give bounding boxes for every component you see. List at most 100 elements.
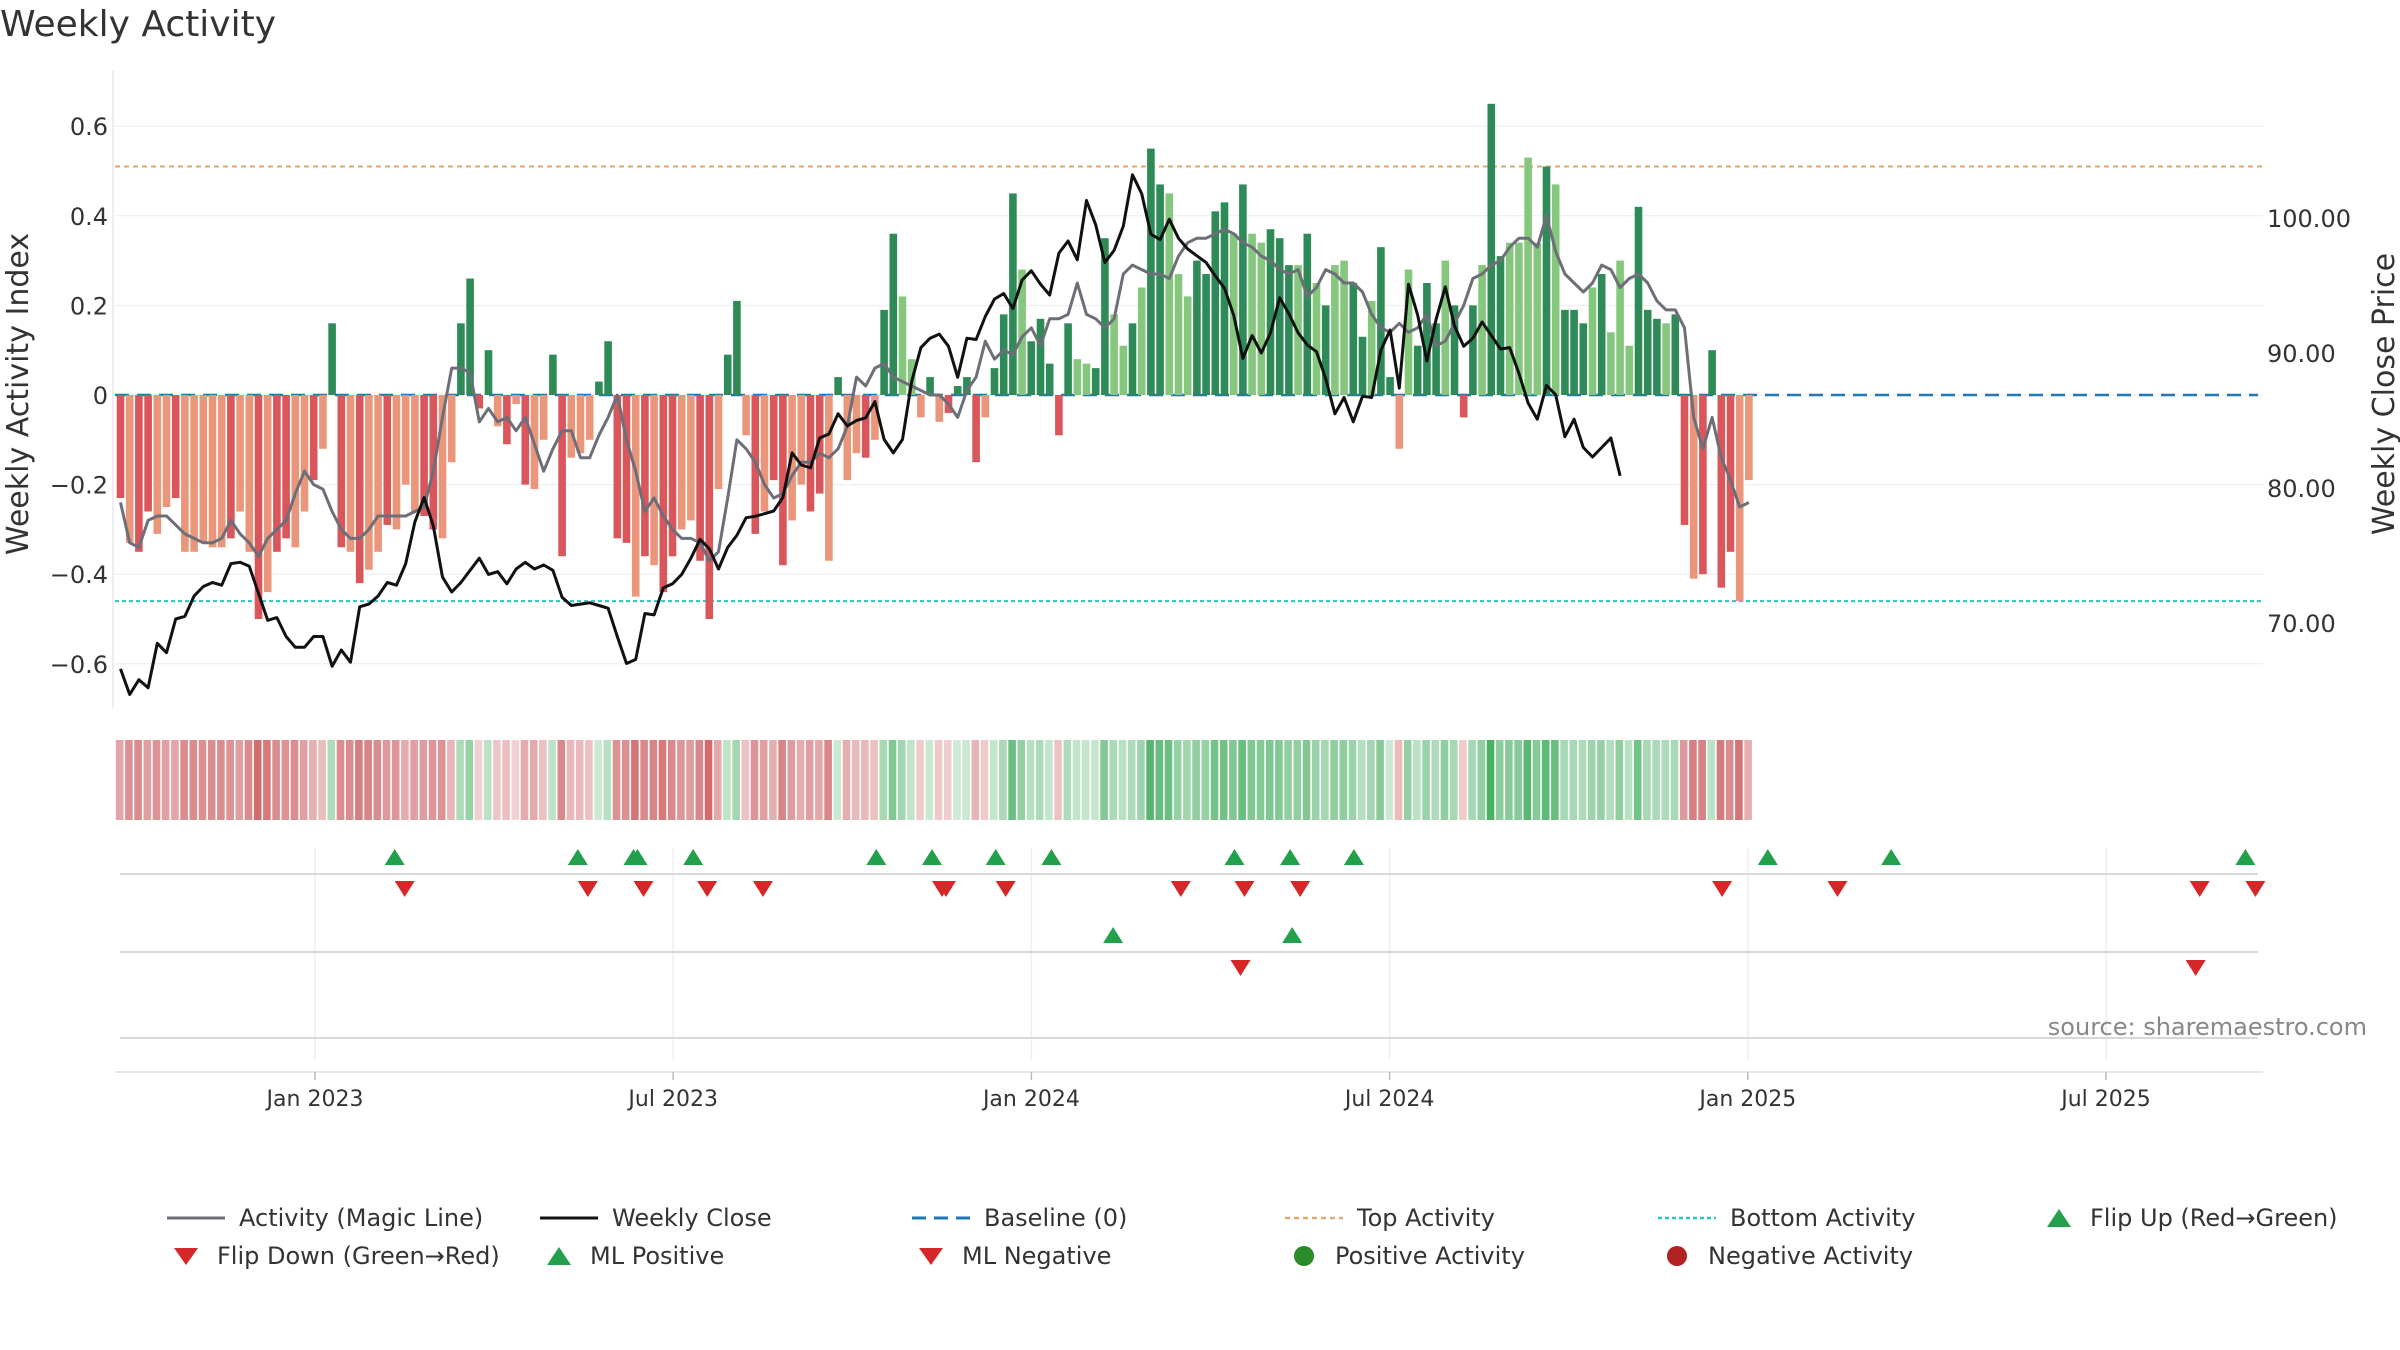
activity-bar [1561, 309, 1569, 395]
activity-bar [834, 377, 842, 395]
legend-baseline: Baseline (0) [912, 1204, 1127, 1232]
heat-cell [493, 740, 501, 820]
activity-bar [539, 395, 548, 440]
activity-bar [521, 395, 530, 485]
heat-cell [1127, 740, 1136, 820]
flip-up-marker [1757, 849, 1778, 865]
activity-bar [1726, 395, 1735, 552]
activity-bar [337, 395, 346, 548]
heat-cell [1624, 740, 1633, 820]
heat-cell [971, 740, 980, 820]
activity-bar [355, 395, 364, 584]
activity-bar [1432, 323, 1440, 395]
activity-bar [1643, 309, 1652, 395]
activity-bar [135, 395, 143, 552]
y-tick-label: 0.6 [70, 113, 108, 141]
heat-cell [1321, 740, 1329, 820]
ml-negative-swatch [919, 1248, 943, 1265]
activity-bar [1450, 305, 1459, 395]
heat-cell [548, 740, 556, 820]
y-tick-label: −0.4 [50, 561, 108, 589]
heat-cell [732, 740, 740, 820]
activity-bar [1156, 184, 1164, 395]
activity-bar [1101, 238, 1109, 395]
activity-bar [309, 395, 318, 481]
activity-bar [963, 377, 971, 395]
activity-bar [843, 395, 852, 481]
heat-cell [575, 740, 584, 820]
heat-cell [603, 740, 612, 820]
activity-bar [1671, 314, 1680, 395]
heat-cell [1716, 740, 1725, 820]
activity-bar [1469, 305, 1477, 395]
flip-down-marker [633, 881, 654, 897]
heat-cell [474, 740, 483, 820]
activity-bar [1036, 318, 1045, 395]
heat-cell [364, 740, 372, 820]
activity-bar [981, 395, 990, 418]
heat-cell [437, 740, 446, 820]
activity-bar [199, 395, 208, 543]
heat-cell [1219, 740, 1228, 820]
heat-cell [1532, 740, 1541, 820]
activity-bar [116, 395, 125, 499]
activity-heat-strip [115, 740, 1752, 820]
heat-cell [1376, 740, 1384, 820]
heat-cell [1072, 740, 1081, 820]
activity-bar [1331, 265, 1339, 395]
heat-cell [1689, 740, 1697, 820]
top-activity-swatch [1285, 1216, 1343, 1220]
heat-cell [1670, 740, 1679, 820]
activity-bar [576, 395, 585, 454]
activity-bar [1064, 323, 1072, 395]
heat-cell [1449, 740, 1458, 820]
heat-cell [907, 740, 915, 820]
heat-cell [842, 740, 851, 820]
activity-bar [162, 395, 171, 507]
legend-label: Flip Up (Red→Green) [2090, 1204, 2338, 1232]
heat-cell [870, 740, 878, 820]
flip-down-marker [995, 881, 1016, 897]
flip-down-marker [1170, 881, 1191, 897]
flip-up-marker [985, 849, 1006, 865]
heat-cell [1339, 740, 1348, 820]
legend-ml-negative: ML Negative [914, 1242, 1111, 1270]
activity-bar [1717, 395, 1726, 588]
heat-cell [1403, 740, 1412, 820]
activity-bar [171, 395, 180, 499]
activity-bar [466, 278, 474, 395]
heat-cell [1459, 740, 1467, 820]
activity-bar [779, 395, 787, 566]
activity-bar [733, 300, 741, 395]
activity-bar [1358, 336, 1367, 395]
activity-bar [549, 354, 557, 395]
activity-bar [1349, 283, 1358, 395]
heat-cell [502, 740, 510, 820]
flip-down-marker [1234, 881, 1255, 897]
x-axis-ticks: Jan 2023 Jul 2023 Jan 2024 Jul 2024 Jan 2025… [265, 1072, 2151, 1112]
x-tick-label: Jan 2025 [1697, 1087, 1796, 1112]
activity-bar [705, 395, 714, 619]
heat-cell [1486, 740, 1495, 820]
heat-cell [989, 740, 998, 820]
heat-cell [1348, 740, 1357, 820]
heat-cell [1698, 740, 1706, 820]
activity-bar [585, 395, 594, 440]
legend-label: Weekly Close [612, 1204, 772, 1232]
heat-cell [1100, 740, 1108, 820]
y2-axis-label: Weekly Close Price [2367, 253, 2400, 535]
heat-cell [125, 740, 133, 820]
heat-cell [1045, 740, 1053, 820]
y2-tick-label: 100.00 [2267, 205, 2351, 233]
heat-cell [253, 740, 262, 820]
activity-bar [392, 395, 401, 530]
flip-up-marker [1343, 849, 1364, 865]
heat-cell [557, 740, 566, 820]
activity-bar [245, 395, 254, 552]
heat-cell [787, 740, 796, 820]
activity-bar [1708, 350, 1716, 395]
activity-bar [1496, 256, 1505, 395]
activity-bar [1009, 193, 1017, 395]
heat-cell [299, 740, 308, 820]
flip-up-marker [567, 849, 588, 865]
